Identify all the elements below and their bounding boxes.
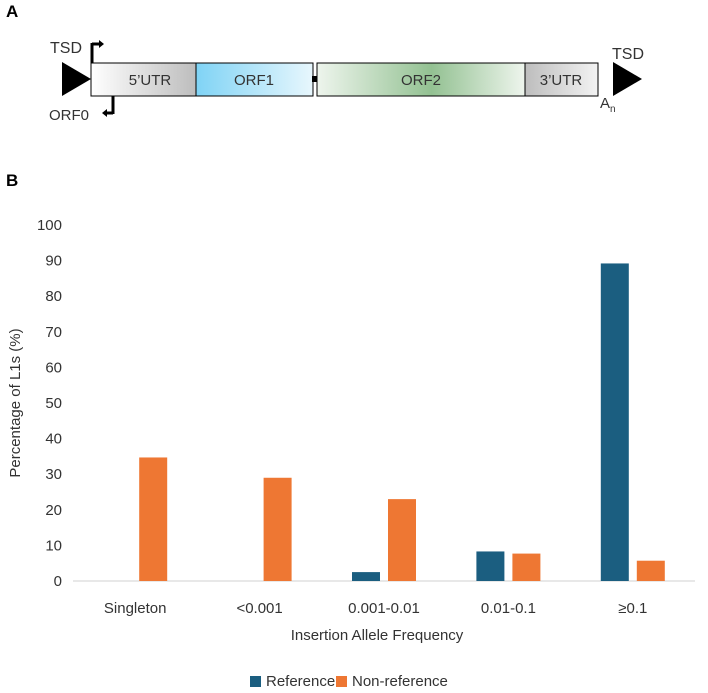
x-axis-title: Insertion Allele Frequency [291, 627, 464, 644]
x-tick-label: 0.01-0.1 [481, 600, 536, 617]
y-tick-label: 10 [45, 537, 62, 554]
panel-a-label: A [6, 2, 18, 21]
y-axis-title: Percentage of L1s (%) [7, 328, 24, 477]
orf0-label: ORF0 [49, 107, 89, 124]
utr5-label: 5’UTR [129, 72, 172, 89]
tsd-right-label: TSD [612, 46, 644, 63]
orf1-label: ORF1 [234, 72, 274, 89]
bar-non-reference-5 [636, 560, 665, 581]
y-tick-label: 40 [45, 431, 62, 448]
y-tick-label: 70 [45, 324, 62, 341]
x-tick-label: <0.001 [236, 600, 282, 617]
antisense-promoter-arrow [102, 96, 115, 117]
panel-b-label: B [6, 171, 18, 190]
bar-reference-5 [600, 263, 629, 581]
inter-orf-spacer [312, 76, 317, 82]
bar-non-reference-3 [388, 499, 416, 581]
utr3-label: 3’UTR [540, 72, 583, 89]
y-tick-label: 20 [45, 502, 62, 519]
bars [139, 263, 665, 581]
bar-non-reference-2 [263, 477, 292, 581]
poly-a-label: An [600, 95, 616, 115]
y-tick-label: 60 [45, 359, 62, 376]
y-tick-label: 30 [45, 466, 62, 483]
x-tick-labels: Singleton <0.001 0.001-0.01 0.01-0.1 ≥0.1 [104, 600, 647, 617]
orf1-segment [195, 62, 314, 97]
legend-swatch-reference [250, 676, 261, 687]
x-tick-label: Singleton [104, 600, 167, 617]
orf2-label: ORF2 [401, 72, 441, 89]
poly-a-subscript: n [610, 104, 616, 115]
y-tick-label: 100 [37, 217, 62, 234]
legend-swatch-non-reference [336, 676, 347, 687]
y-tick-label: 90 [45, 253, 62, 270]
utr3-segment [524, 62, 599, 97]
sense-promoter-arrow [90, 40, 104, 63]
tsd-left-triangle [62, 62, 91, 96]
orf2-segment [316, 62, 526, 97]
legend-label-reference: Reference [266, 673, 335, 690]
y-tick-labels: 0 10 20 30 40 50 60 70 80 90 100 [37, 217, 62, 590]
bar-non-reference-1 [139, 457, 168, 581]
y-tick-label: 0 [54, 573, 62, 590]
tsd-left-label: TSD [50, 40, 82, 57]
utr5-segment [90, 62, 197, 97]
legend-label-non-reference: Non-reference [352, 673, 448, 690]
x-tick-label: ≥0.1 [618, 600, 647, 617]
legend: Reference Non-reference [250, 673, 448, 690]
x-tick-label: 0.001-0.01 [348, 600, 420, 617]
tsd-right-triangle [613, 62, 642, 96]
poly-a-base: A [600, 95, 610, 112]
bar-non-reference-4 [512, 553, 541, 581]
bar-reference-3 [352, 572, 380, 581]
y-tick-label: 80 [45, 288, 62, 305]
y-tick-label: 50 [45, 395, 62, 412]
bar-reference-4 [476, 551, 505, 581]
